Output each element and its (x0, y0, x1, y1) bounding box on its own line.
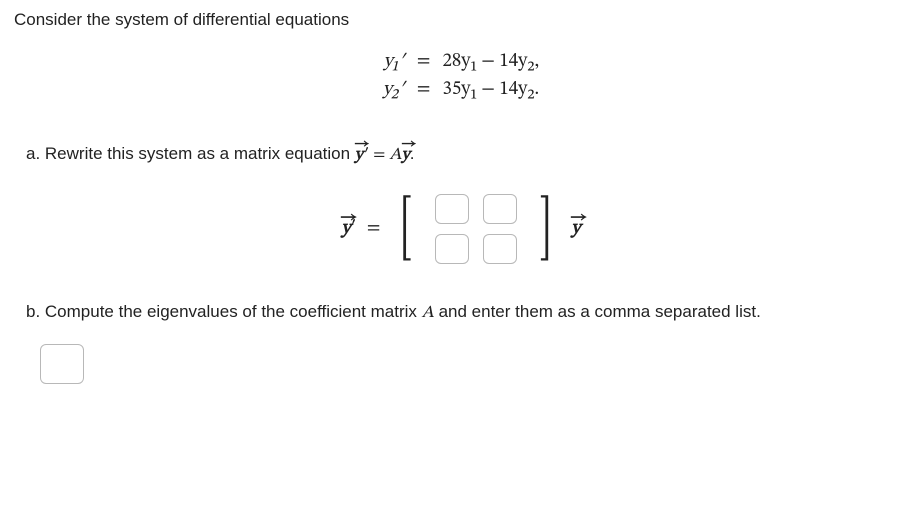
part-a-text: a. Rewrite this system as a matrix equat… (26, 144, 355, 163)
equation-row: y₂′ = 35y₁ − 14y₂. (377, 76, 545, 104)
equals-sign: = (367, 219, 381, 238)
part-b-text-before: b. Compute the eigenvalues of the coeffi… (26, 302, 422, 321)
vec-y-rhs: y (571, 217, 580, 241)
vec-y-prime: y (355, 145, 363, 166)
eigenvalue-input-row (40, 344, 908, 384)
eq2-equals: = (411, 76, 437, 104)
eq1-lhs: y₁′ (384, 52, 405, 71)
matrix-cell-21[interactable] (435, 234, 469, 264)
part-b-text-after: and enter them as a comma separated list… (434, 302, 761, 321)
eq2-rhs: 35y₁ − 14y₂. (436, 76, 545, 104)
matrix-cell-11[interactable] (435, 194, 469, 224)
right-bracket: ] (539, 194, 551, 264)
vec-y: y (402, 145, 410, 166)
vec-y-prime-big: y (341, 217, 350, 241)
matrix-lhs: y′ = (341, 217, 380, 241)
matrix-input-grid (433, 194, 519, 264)
part-a: a. Rewrite this system as a matrix equat… (26, 144, 908, 166)
matrix-equation: y′ = [ ] y (14, 194, 908, 264)
part-a-equation: y ′ = Ay (355, 147, 410, 164)
intro-text: Consider the system of differential equa… (14, 10, 908, 30)
eigenvalues-input[interactable] (40, 344, 84, 384)
matrix-A-symbol: A (422, 305, 434, 322)
system-of-equations: y₁′ = 28y₁ − 14y₂, y₂′ = 35y₁ − 14y₂. (14, 48, 908, 104)
equation-row: y₁′ = 28y₁ − 14y₂, (377, 48, 545, 76)
matrix-cell-22[interactable] (483, 234, 517, 264)
left-bracket: [ (401, 194, 413, 264)
part-b: b. Compute the eigenvalues of the coeffi… (26, 302, 908, 324)
eq1-rhs: 28y₁ − 14y₂, (436, 48, 545, 76)
eq2-lhs: y₂′ (383, 80, 405, 99)
matrix-cell-12[interactable] (483, 194, 517, 224)
eq1-equals: = (411, 48, 437, 76)
